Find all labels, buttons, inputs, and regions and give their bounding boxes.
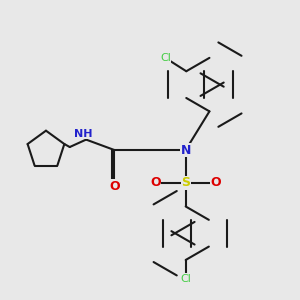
Text: Cl: Cl: [160, 53, 171, 63]
Text: N: N: [181, 143, 191, 157]
Text: NH: NH: [74, 129, 92, 139]
Text: Cl: Cl: [180, 274, 191, 284]
Text: O: O: [150, 176, 161, 189]
Text: O: O: [109, 180, 120, 193]
Text: O: O: [211, 176, 221, 189]
Text: S: S: [181, 176, 190, 189]
